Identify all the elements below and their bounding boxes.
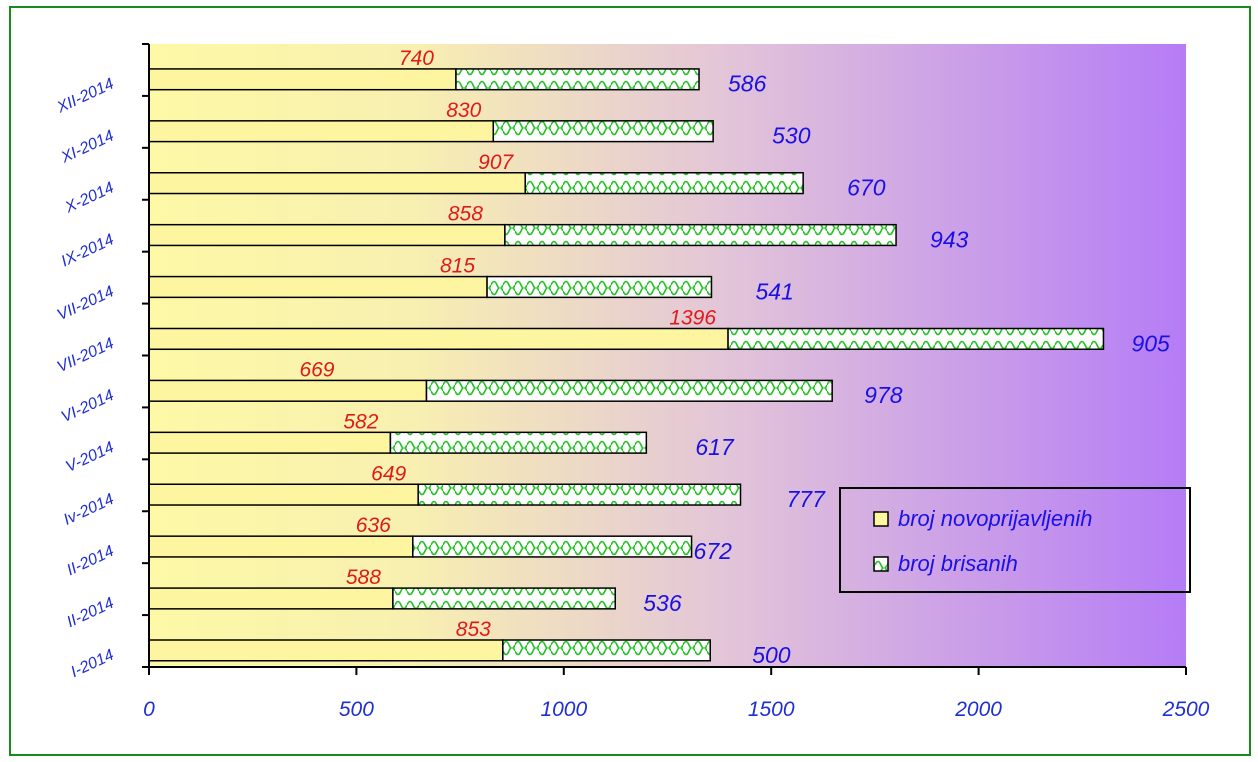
bar-novoprijavljenih [148,223,506,247]
plot-area-background [149,44,1186,667]
bar-brisanih [504,223,897,247]
bar-novoprijavljenih [148,172,526,195]
y-tick-label: VI-2014 [59,387,117,426]
data-label-novoprijavljenih: 669 [299,358,334,381]
data-label-novoprijavljenih: 830 [446,99,481,122]
y-tick-label: I-2014 [68,647,116,682]
bar-novoprijavljenih [148,379,428,402]
bar-novoprijavljenih [148,587,394,610]
data-label-brisanih: 500 [752,642,791,668]
bar-novoprijavljenih [148,327,729,351]
bar-novoprijavljenih [148,120,495,143]
data-label-brisanih: 670 [847,175,886,201]
y-tick-label: X-2014 [62,179,117,217]
data-label-brisanih: 978 [864,382,903,408]
data-label-novoprijavljenih: 636 [356,514,391,537]
bar-novoprijavljenih [148,431,392,454]
bar-brisanih [425,379,833,402]
x-tick-label: 500 [339,698,374,721]
data-label-novoprijavljenih: 858 [448,203,483,226]
legend-swatch-brisanih [873,556,889,572]
chart-frame: I-2014 II-2014 II-2014 Iv-2014 V-2014 VI-2014… [9,6,1251,756]
x-tick-label: 1000 [540,698,587,721]
y-tick-label: XII-2014 [54,75,117,116]
x-tick-label: 2000 [954,698,1002,721]
data-label-novoprijavljenih: 588 [346,566,381,589]
data-label-brisanih: 541 [755,278,793,304]
data-label-brisanih: 905 [1131,330,1170,356]
y-tick-label: VII-2014 [55,335,117,376]
bar-brisanih [502,639,711,662]
bar-brisanih [412,535,693,558]
x-tick-label: 1500 [748,698,795,721]
bar-brisanih [727,327,1105,351]
data-label-brisanih: 777 [787,486,827,512]
data-label-novoprijavljenih: 649 [371,462,406,485]
bar-brisanih [524,172,804,195]
bar-brisanih [392,587,616,610]
data-label-novoprijavljenih: 1396 [669,307,716,330]
data-label-novoprijavljenih: 582 [343,410,378,433]
legend: broj novoprijavljenih broj brisanih [839,487,1191,593]
legend-label-brisanih: broj brisanih [898,551,1018,576]
data-label-novoprijavljenih: 815 [440,255,475,278]
data-label-brisanih: 943 [930,226,969,252]
data-label-brisanih: 530 [772,123,811,149]
legend-label-novoprijavljenih: broj novoprijavljenih [898,506,1092,531]
x-tick-label: 0 [143,698,155,721]
data-label-novoprijavljenih: 853 [456,618,491,641]
data-label-brisanih: 672 [694,538,733,564]
legend-swatch-novoprijavljenih [873,511,889,527]
bar-novoprijavljenih [148,275,488,299]
data-label-brisanih: 536 [643,590,682,616]
y-tick-label: II-2014 [64,595,116,632]
bar-brisanih [389,431,648,454]
bar-brisanih [492,120,714,143]
data-label-novoprijavljenih: 740 [399,47,434,70]
bar-novoprijavljenih [148,535,414,558]
y-tick-label: IX-2014 [59,231,117,270]
bar-brisanih [417,483,742,506]
y-tick-label: Iv-2014 [61,491,117,529]
y-tick-label: XI-2014 [58,127,117,167]
data-label-brisanih: 586 [728,71,767,97]
data-label-brisanih: 617 [695,434,735,460]
x-tick-label: 2500 [1162,698,1210,721]
legend-box [839,487,1191,593]
bar-novoprijavljenih [148,68,457,91]
bar-novoprijavljenih [148,483,419,506]
bar-novoprijavljenih [148,639,504,662]
y-tick-label: VII-2014 [55,283,117,324]
y-tick-label: V-2014 [63,439,116,476]
y-tick-label: II-2014 [64,543,116,580]
data-label-novoprijavljenih: 907 [478,151,514,174]
bar-brisanih [486,275,713,299]
bar-brisanih [455,68,700,91]
bar-chart: I-2014 II-2014 II-2014 Iv-2014 V-2014 VI-2014… [54,43,1210,721]
